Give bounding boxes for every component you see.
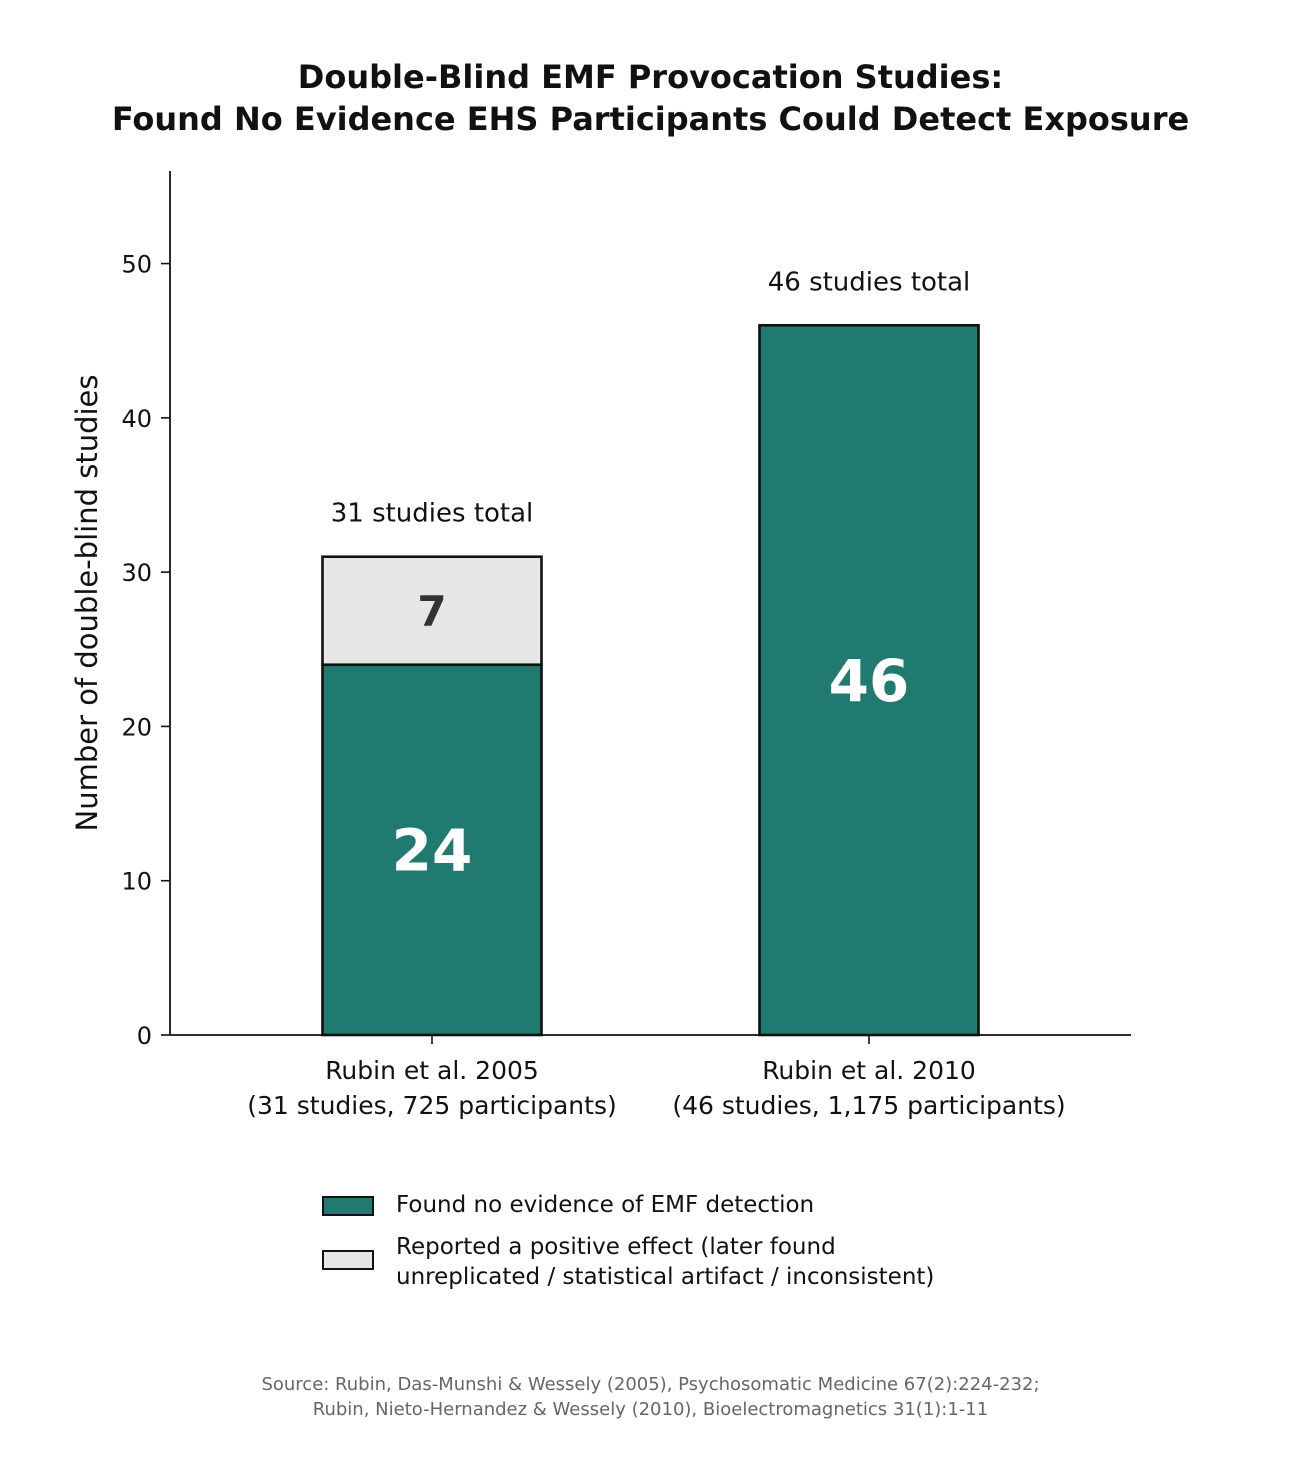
legend-label-positive-effect-line-1: Reported a positive effect (later found [396,1234,836,1260]
bar-total-label: 31 studies total [331,499,534,529]
x-tick-label-line-1: Rubin et al. 2005 [325,1056,539,1085]
chart-title-line-1: Double-Blind EMF Provocation Studies: [297,58,1004,96]
y-axis-label: Number of double-blind studies [70,375,104,832]
legend-swatch-no-evidence [322,1196,374,1216]
bar-chart: Number of double-blind studies 0 10 20 30 40 5… [70,171,1131,1120]
legend-label-positive-effect: Reported a positive effect (later found … [396,1232,934,1292]
legend-item-no-evidence: Found no evidence of EMF detection [322,1190,934,1220]
bar-value-label: 24 [392,817,473,885]
legend-item-positive-effect: Reported a positive effect (later found … [322,1232,934,1292]
y-tick-label: 0 [137,1022,152,1050]
y-tick-label: 50 [121,251,152,279]
legend-label-no-evidence-line-1: Found no evidence of EMF detection [396,1192,815,1218]
x-tick-label-line-2: (46 studies, 1,175 participants) [672,1091,1065,1120]
bar-value-label: 7 [417,587,446,636]
source-line-2: Rubin, Nieto-Hernandez & Wessely (2010),… [312,1399,989,1420]
x-tick-label-line-2: (31 studies, 725 participants) [247,1091,616,1120]
bar-no-evidence [758,323,980,1037]
chart-title: Double-Blind EMF Provocation Studies: Fo… [0,56,1301,140]
y-tick-label: 40 [121,405,152,433]
legend-label-no-evidence: Found no evidence of EMF detection [396,1190,814,1220]
legend-swatch-positive-effect [322,1250,374,1270]
bar-positive-effect [321,555,543,667]
bar-value-label: 46 [829,647,910,715]
legend: Found no evidence of EMF detection Repor… [322,1190,934,1304]
legend-label-positive-effect-line-2: unreplicated / statistical artifact / in… [396,1264,935,1290]
source-line-1: Source: Rubin, Das-Munshi & Wessely (200… [261,1374,1040,1395]
y-tick-label: 30 [121,559,152,587]
bar-total-label: 46 studies total [768,267,971,297]
source-note: Source: Rubin, Das-Munshi & Wessely (200… [0,1372,1301,1422]
x-tick-label-line-1: Rubin et al. 2010 [762,1056,976,1085]
bar-no-evidence [321,663,543,1037]
chart-title-line-2: Found No Evidence EHS Participants Could… [111,100,1190,138]
y-tick-label: 20 [121,713,152,741]
y-tick-label: 10 [121,868,152,896]
